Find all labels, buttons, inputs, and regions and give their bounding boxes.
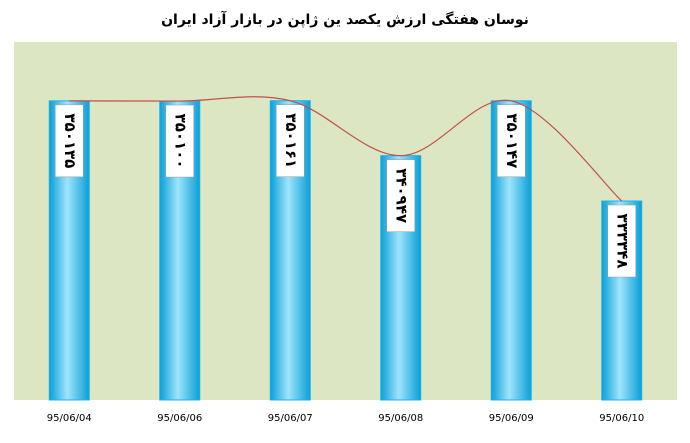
value-label-box <box>497 104 526 178</box>
x-tick-label: 95/06/04 <box>47 413 92 424</box>
chart-title: نوسان هفتگی ارزش یکصد ین ژاپن در بازار آ… <box>161 10 529 28</box>
value-label: ۳۳۳۳۴۸ <box>613 214 631 269</box>
trend-line <box>69 96 623 202</box>
value-label-box <box>386 159 415 232</box>
x-tick-label: 95/06/07 <box>268 413 313 424</box>
value-label-box <box>607 204 636 278</box>
plot-area <box>14 42 677 400</box>
value-label-box <box>165 104 194 178</box>
value-label: ۳۵۰۱۰۰ <box>171 114 189 169</box>
x-tick-label: 95/06/08 <box>378 413 423 424</box>
x-tick-label: 95/06/09 <box>489 413 534 424</box>
x-tick-label: 95/06/10 <box>599 413 644 424</box>
value-label: ۳۵۰۱۳۵ <box>61 113 79 168</box>
value-label: ۳۴۰۹۴۷ <box>392 168 410 223</box>
value-label: ۳۵۰۱۶۱ <box>282 113 300 168</box>
value-label-box <box>55 104 84 178</box>
x-tick-label: 95/06/06 <box>157 413 202 424</box>
value-label-box <box>276 104 305 177</box>
value-label: ۳۵۰۱۴۷ <box>503 113 521 168</box>
